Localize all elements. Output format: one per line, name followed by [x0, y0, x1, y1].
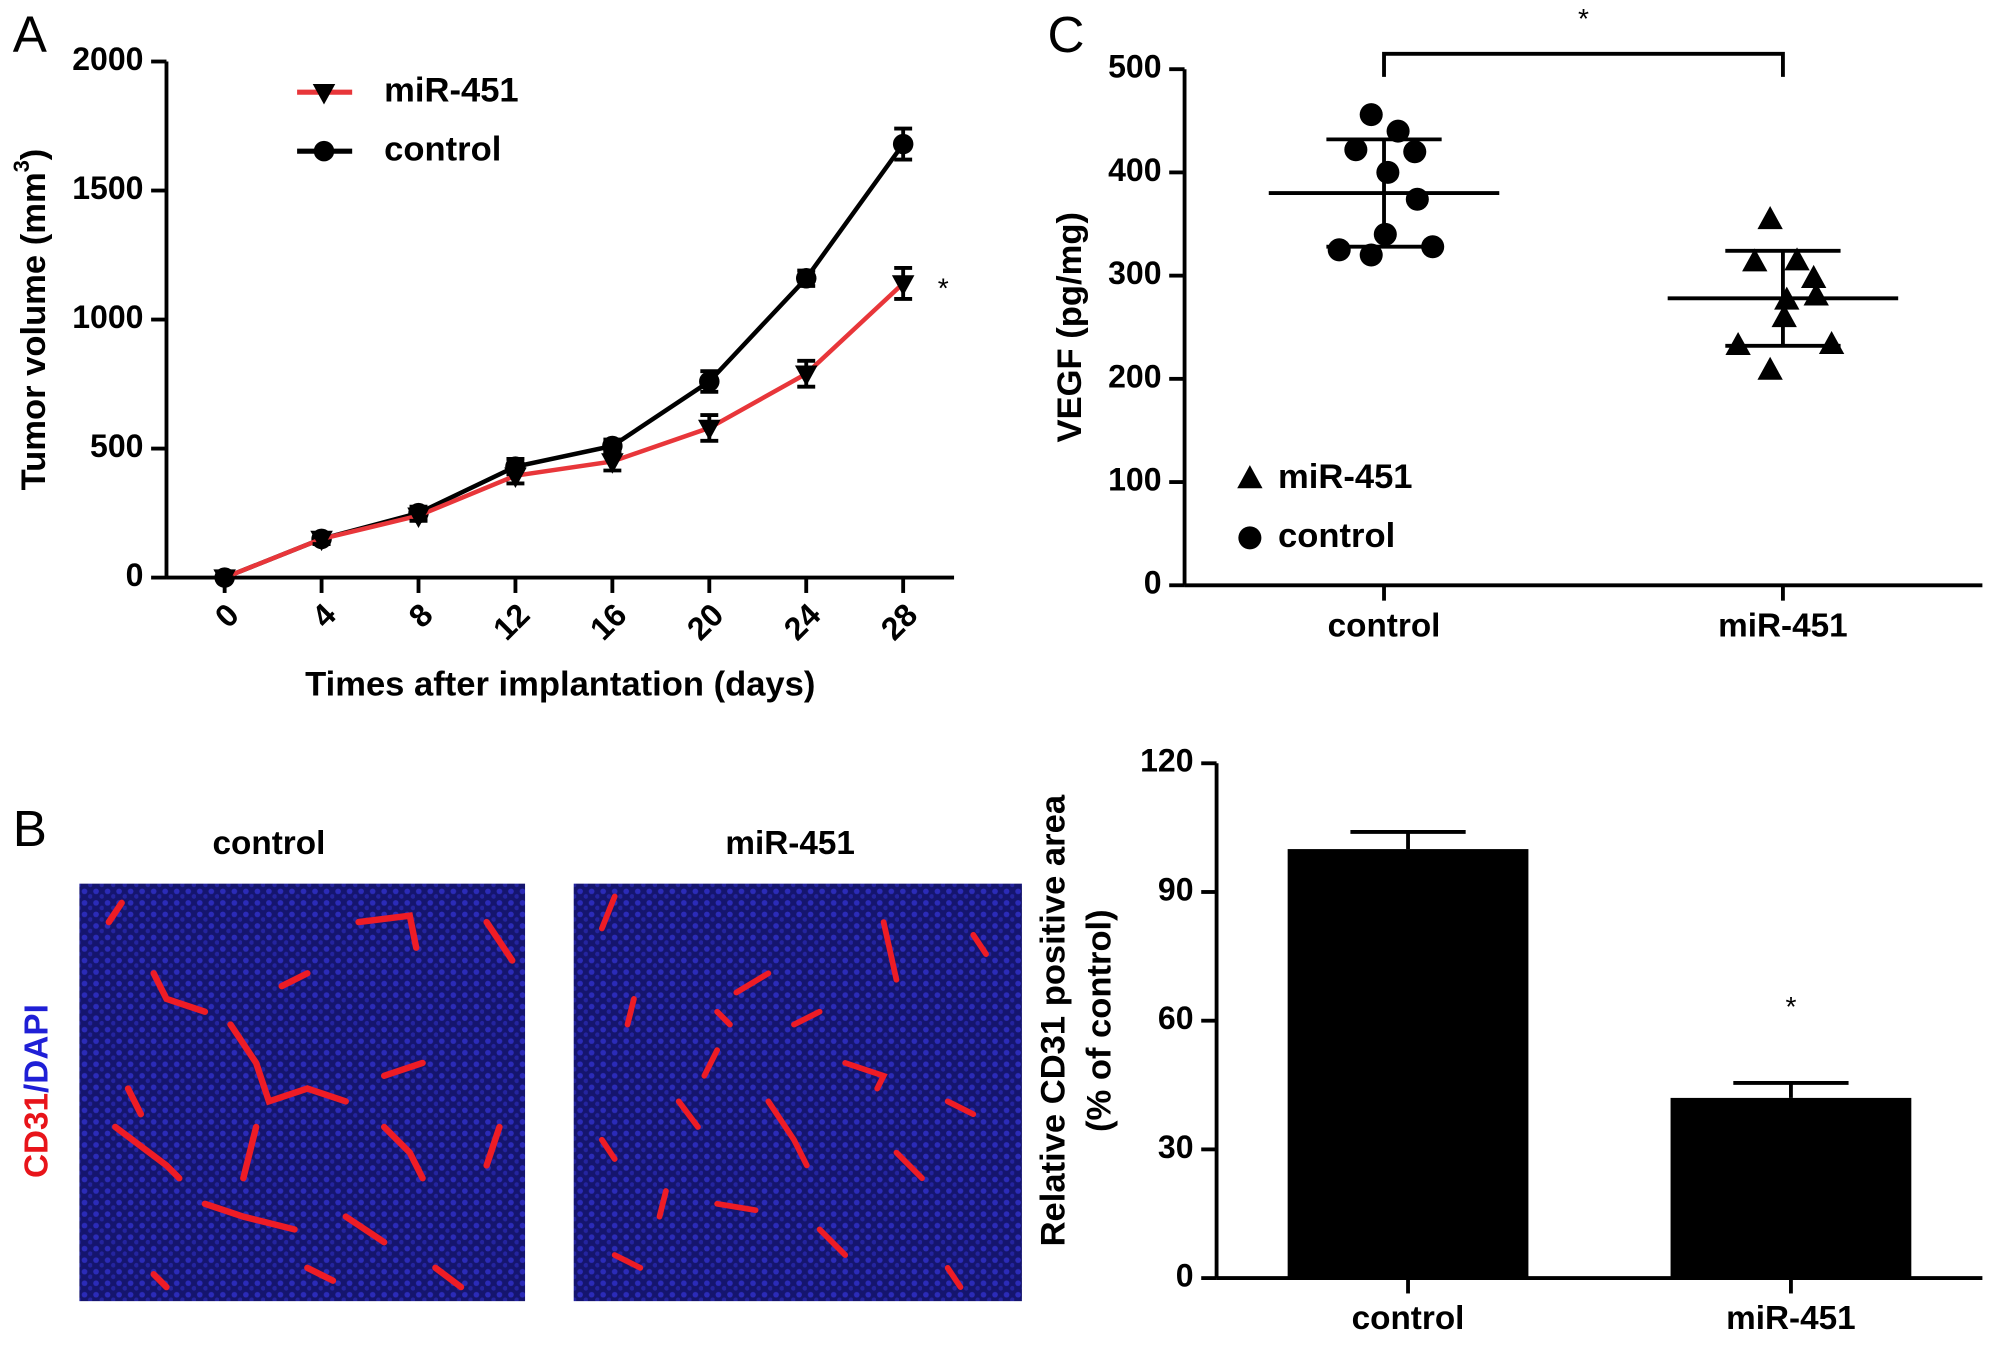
panel-label: B: [13, 800, 47, 857]
bar: [1287, 849, 1529, 1279]
marker: [1373, 222, 1397, 246]
vessels: [105, 899, 516, 1291]
y-tick-label: 1500: [72, 170, 143, 206]
legend-label: miR-451: [1278, 458, 1412, 496]
legend-label: control: [1278, 517, 1395, 555]
marker: [601, 453, 624, 474]
vessels: [599, 893, 989, 1290]
x-tick-label: control: [1352, 1300, 1465, 1337]
marker: [1774, 286, 1800, 310]
y-tick-label: 120: [1140, 743, 1193, 779]
marker: [1237, 465, 1263, 489]
marker: [1803, 282, 1829, 306]
y-axis-label-part: Tumor volume (mm: [15, 172, 53, 490]
marker: [1725, 331, 1751, 356]
marker: [1405, 187, 1429, 211]
x-tick-label: 24: [777, 596, 828, 647]
panel-label: C: [1048, 6, 1085, 63]
y-axis-label-part: ): [15, 149, 53, 161]
y-tick-label: 300: [1108, 255, 1161, 291]
micrograph-panel: control miR-451 CD31/DAPI: [18, 825, 1022, 1302]
marker: [213, 569, 236, 590]
marker: [1818, 330, 1845, 355]
marker: [1376, 160, 1400, 184]
marker: [891, 275, 915, 296]
x-tick-label: 4: [305, 596, 343, 634]
y-tick-label: 1000: [72, 299, 143, 335]
x-tick-label: 16: [583, 596, 634, 647]
marker: [1403, 140, 1427, 164]
y-tick-label: 0: [1176, 1258, 1194, 1294]
marker: [1344, 138, 1368, 162]
x-tick-label: control: [1328, 607, 1441, 644]
marker: [892, 133, 914, 155]
marker: [1757, 206, 1783, 230]
marker: [312, 84, 336, 105]
marker: [1327, 238, 1351, 262]
y-tick-label: 60: [1158, 1000, 1194, 1036]
marker: [795, 268, 817, 289]
column-title: control: [213, 825, 326, 862]
marker: [1238, 526, 1262, 550]
y-axis-label-part: 3: [9, 160, 34, 172]
significance-bracket: [1382, 51, 1785, 77]
y-tick-label: 90: [1158, 871, 1194, 907]
marker: [313, 140, 335, 162]
y-tick-label: 100: [1108, 462, 1161, 498]
stain-label: CD31/DAPI: [18, 1004, 55, 1178]
marker: [504, 467, 527, 488]
marker: [1771, 304, 1797, 328]
bar: [1670, 1097, 1912, 1279]
y-tick-label: 30: [1158, 1129, 1194, 1165]
y-tick-label: 400: [1108, 152, 1161, 188]
marker: [699, 371, 720, 392]
marker: [1784, 247, 1810, 271]
legend-label: miR-451: [384, 71, 518, 109]
column-title: miR-451: [725, 825, 855, 862]
y-tick-label: 500: [90, 428, 143, 464]
series-line: [223, 281, 905, 580]
marker: [1359, 103, 1383, 127]
micrograph: [573, 883, 1022, 1302]
marker: [698, 419, 721, 441]
y-tick-label: 0: [126, 557, 144, 593]
marker: [407, 507, 430, 528]
marker: [1421, 235, 1445, 259]
marker: [1359, 243, 1383, 267]
stain-part: CD31: [18, 1093, 55, 1178]
annotation: *: [938, 271, 949, 303]
marker: [1800, 264, 1827, 288]
x-tick-label: 12: [486, 596, 537, 647]
panel-label: A: [13, 6, 48, 63]
x-tick-label: miR-451: [1718, 607, 1848, 644]
marker: [1386, 119, 1410, 143]
marker: [1742, 248, 1768, 272]
y-tick-label: 0: [1144, 565, 1162, 601]
y-axis-label: VEGF (pg/mg): [1051, 212, 1089, 442]
x-axis-label: Times after implantation (days): [305, 666, 815, 704]
legend-label: control: [384, 130, 501, 168]
annotation: *: [1785, 990, 1796, 1022]
annotation: *: [1578, 2, 1589, 34]
stain-part: /DAPI: [18, 1004, 55, 1093]
y-tick-label: 200: [1108, 358, 1161, 394]
y-axis-label: (% of control): [1080, 909, 1118, 1132]
x-tick-label: 28: [874, 596, 925, 647]
y-tick-label: 500: [1108, 49, 1161, 85]
x-tick-label: 20: [680, 596, 731, 647]
marker: [1757, 356, 1783, 380]
x-tick-label: miR-451: [1726, 1300, 1856, 1337]
y-tick-label: 2000: [72, 41, 143, 77]
y-axis-label: Relative CD31 positive area: [1034, 794, 1072, 1246]
marker: [794, 365, 818, 387]
y-axis-label: Tumor volume (mm3): [9, 149, 53, 491]
x-tick-label: 0: [208, 596, 246, 634]
x-tick-label: 8: [402, 596, 440, 634]
marker: [310, 530, 333, 552]
